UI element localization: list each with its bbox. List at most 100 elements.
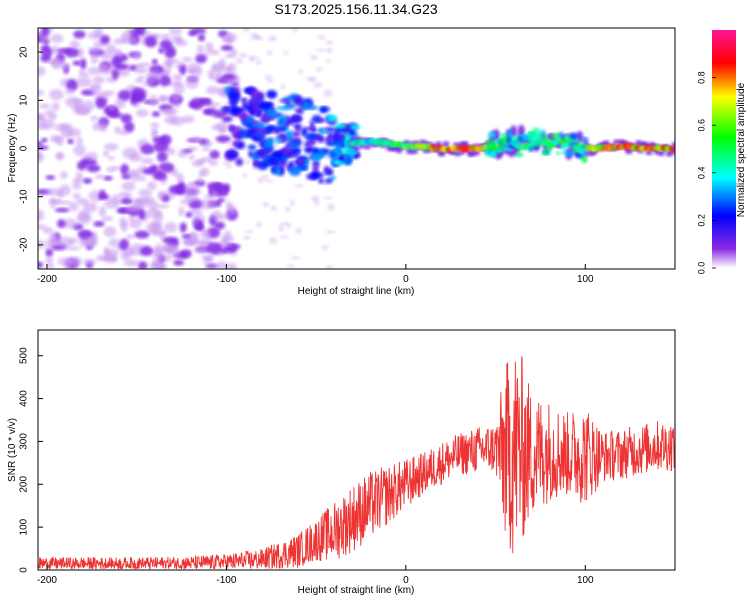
- spectrogram-blob: [73, 108, 90, 115]
- spectrogram-blob: [157, 95, 170, 102]
- spectrogram-blob: [38, 141, 44, 146]
- spectrogram-blob: [98, 205, 107, 217]
- spectrogram-blob: [225, 199, 232, 207]
- spectrogram-blob: [229, 125, 242, 131]
- spectrogram-blob: [105, 43, 116, 52]
- spectrogram-blob: [247, 99, 261, 106]
- spectrogram-blob: [410, 148, 418, 155]
- spectrogram-blob: [196, 220, 204, 231]
- spectrogram-blob: [255, 221, 262, 228]
- spectrogram-blob: [248, 55, 259, 60]
- spectrogram-blob: [100, 34, 110, 45]
- spectrogram-blob: [353, 145, 361, 152]
- spectrogram-blob: [156, 151, 168, 163]
- spectrogram-blob: [261, 174, 269, 180]
- spectrogram-blob: [160, 109, 174, 115]
- spectrogram-blob: [171, 93, 182, 103]
- spectrogram-blob: [178, 206, 185, 217]
- spectrogram-blob: [212, 209, 222, 222]
- spectrogram-blob: [251, 103, 258, 114]
- spectrogram-blob: [221, 37, 233, 43]
- y-tick-label: -10: [19, 189, 30, 204]
- spectrogram-blob: [93, 221, 105, 227]
- spectrogram-blob: [555, 151, 561, 156]
- spectrogram-x-label: Height of straight line (km): [298, 286, 415, 297]
- spectrogram-blob: [181, 234, 191, 239]
- spectrogram-blob: [122, 147, 139, 159]
- spectrogram-blob: [179, 222, 187, 233]
- y-tick-label: 200: [19, 476, 30, 493]
- spectrogram-blob: [82, 100, 95, 112]
- spectrogram-blob: [232, 140, 239, 147]
- spectrogram-blob: [140, 246, 154, 257]
- spectrogram-blob: [332, 133, 339, 141]
- spectrogram-blob: [66, 246, 81, 251]
- spectrogram-blob: [149, 224, 161, 236]
- spectrogram-blob: [214, 221, 226, 230]
- spectrogram-blob: [38, 113, 46, 124]
- spectrogram-blob: [326, 168, 334, 176]
- spectrogram-blob: [222, 183, 230, 193]
- spectrogram-blob: [253, 120, 260, 126]
- spectrogram-blob: [123, 121, 135, 133]
- spectrogram-blob: [102, 150, 110, 158]
- spectrogram-blob: [488, 151, 496, 157]
- snr-y-label: SNR (10 * v/v): [7, 418, 18, 482]
- spectrogram-blob: [182, 237, 195, 246]
- spectrogram-blob: [266, 79, 275, 83]
- spectrogram-blob: [205, 263, 218, 269]
- spectrogram-blob: [120, 113, 132, 124]
- spectrogram-blob: [189, 209, 203, 216]
- spectrogram-blob: [134, 230, 150, 239]
- spectrogram-blob: [184, 191, 199, 203]
- spectrogram-blob: [238, 128, 248, 137]
- spectrogram-blob: [175, 173, 185, 183]
- spectrogram-blob: [315, 48, 326, 52]
- spectrogram-blob: [110, 253, 118, 262]
- spectrogram-blob: [533, 140, 540, 147]
- spectrogram-blob: [100, 51, 114, 60]
- spectrogram-blob: [671, 141, 675, 148]
- spectrogram-blob: [558, 131, 564, 139]
- spectrogram-blob: [345, 154, 353, 164]
- spectrogram-blob: [71, 180, 82, 190]
- spectrogram-blob: [285, 206, 291, 212]
- spectrogram-blob: [334, 123, 347, 129]
- spectrogram-blob: [528, 147, 534, 152]
- spectrogram-blob: [540, 129, 546, 138]
- spectrogram-blob: [215, 135, 232, 143]
- spectrogram-blob: [328, 150, 337, 159]
- spectrogram-blob: [174, 102, 181, 108]
- spectrogram-blob: [228, 90, 240, 99]
- spectrogram-blob: [309, 54, 318, 60]
- colorbar-label: Normalized spectral amplitude: [736, 82, 747, 217]
- spectrogram-blob: [54, 207, 70, 213]
- spectrogram-blob: [221, 116, 233, 122]
- spectrogram-blob: [179, 64, 187, 75]
- y-tick-label: 0: [19, 145, 30, 151]
- spectrogram-blob: [305, 105, 318, 110]
- spectrogram-blob: [59, 123, 73, 130]
- spectrogram-blob: [235, 57, 244, 64]
- spectrogram-blob: [42, 226, 54, 234]
- spectrogram-blob: [212, 67, 222, 74]
- spectrogram-blob: [296, 157, 305, 165]
- spectrogram-blob: [86, 152, 98, 161]
- spectrogram-blob: [238, 53, 248, 58]
- spectrogram-blob: [303, 141, 312, 147]
- spectrogram-blob: [64, 88, 75, 95]
- spectrogram-blob: [188, 30, 198, 37]
- spectrogram-blob: [226, 151, 238, 156]
- spectrogram-blob: [220, 67, 231, 73]
- spectrogram-blob: [527, 133, 535, 141]
- figure-title: S173.2025.156.11.34.G23: [274, 1, 437, 17]
- spectrogram-blob: [487, 131, 497, 139]
- spectrogram-blob: [38, 152, 45, 163]
- spectrogram-blob: [263, 139, 273, 149]
- spectrogram-blob: [284, 144, 292, 155]
- spectrogram-blob: [497, 139, 503, 146]
- spectrogram-blob: [88, 46, 102, 54]
- spectrogram-blob: [203, 140, 213, 147]
- spectrogram-blob: [506, 136, 512, 144]
- spectrogram-blob: [334, 137, 346, 147]
